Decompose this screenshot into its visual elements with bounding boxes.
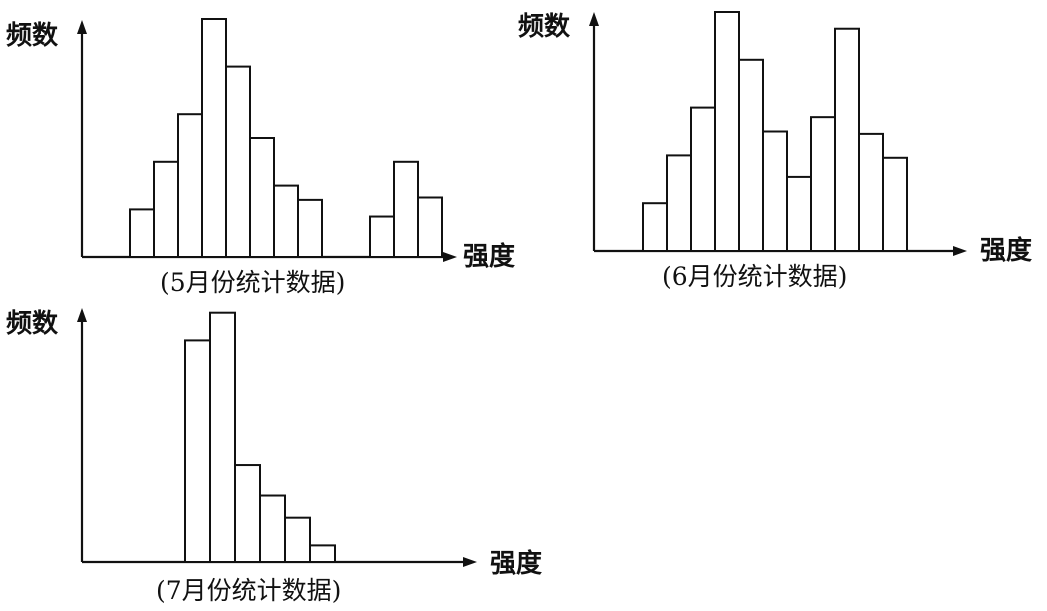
chart-june-bars (642, 11, 908, 253)
chart-july-bar-1 (209, 311, 236, 564)
chart-june-ylabel: 频数 (518, 12, 571, 42)
chart-july-bar-0 (184, 339, 211, 563)
chart-june-x-arrow (953, 246, 967, 256)
chart-june-bar-4 (738, 58, 764, 252)
chart-may-bar-0 (129, 208, 155, 258)
chart-june-bar-3 (714, 11, 740, 252)
chart-june-bar-9 (858, 132, 884, 252)
chart-may-bar-8 (369, 215, 395, 258)
chart-june-bar-8 (834, 27, 860, 253)
chart-july-ylabel: 频数 (6, 309, 59, 339)
chart-may-bar-3 (201, 18, 227, 258)
chart-july: 频数 强度 (7月份统计数据) (6, 308, 542, 605)
chart-june-bar-7 (810, 116, 836, 252)
chart-may-title: (5月份统计数据) (160, 268, 345, 297)
chart-may-bar-9 (393, 160, 419, 258)
chart-may: 频数 强度 (5月份统计数据) (6, 18, 515, 297)
chart-may-bar-1 (153, 160, 179, 258)
chart-june-bar-1 (666, 154, 692, 252)
chart-june-title: (6月份统计数据) (662, 262, 847, 291)
chart-may-ylabel: 频数 (6, 21, 59, 51)
chart-june: 频数 强度 (6月份统计数据) (518, 11, 1032, 291)
chart-july-xlabel: 强度 (490, 548, 542, 579)
chart-july-bar-5 (309, 544, 336, 564)
chart-may-bar-10 (417, 196, 443, 258)
chart-may-bar-7 (297, 198, 323, 259)
chart-may-bar-4 (225, 65, 251, 258)
chart-july-bar-3 (259, 494, 286, 563)
chart-june-y-arrow (589, 12, 599, 26)
chart-june-bar-6 (786, 175, 812, 252)
chart-july-x-arrow (463, 557, 477, 567)
chart-june-bar-5 (762, 130, 788, 252)
chart-june-bar-2 (690, 106, 716, 252)
chart-may-bar-2 (177, 113, 203, 258)
chart-may-x-arrow (443, 252, 457, 262)
chart-may-xlabel: 强度 (463, 241, 515, 272)
chart-june-bar-0 (642, 202, 668, 252)
chart-july-title: (7月份统计数据) (156, 576, 341, 605)
chart-june-bar-10 (882, 156, 908, 252)
chart-may-bar-5 (249, 137, 275, 258)
chart-may-bars (129, 18, 443, 259)
chart-june-xlabel: 强度 (980, 235, 1032, 266)
chart-may-bar-6 (273, 184, 299, 259)
chart-may-y-arrow (77, 20, 87, 34)
chart-july-bar-2 (234, 464, 261, 563)
chart-july-bars (184, 311, 336, 564)
chart-july-bar-4 (284, 516, 311, 563)
chart-july-y-arrow (77, 308, 87, 322)
